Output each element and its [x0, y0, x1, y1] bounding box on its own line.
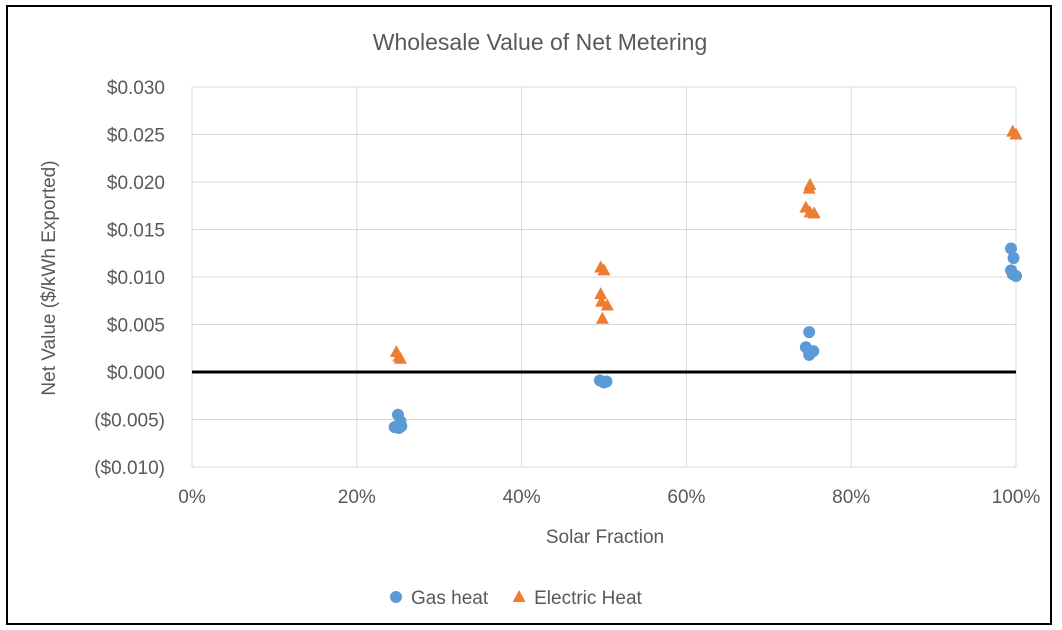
y-tick-label: $0.000 [107, 363, 165, 384]
electric-heat-point [594, 287, 608, 300]
y-tick-label: $0.015 [107, 221, 165, 242]
y-tick-label: $0.030 [107, 78, 165, 99]
legend-gas-heat-marker [390, 591, 402, 603]
gas-heat-point [395, 420, 408, 433]
data-points [388, 124, 1023, 435]
electric-heat-point [600, 298, 614, 311]
electric-heat-point [807, 206, 821, 219]
electric-heat-point [1009, 127, 1023, 140]
electric-heat-point [595, 311, 609, 324]
x-tick-label: 100% [992, 487, 1041, 508]
x-tick-label: 20% [338, 487, 376, 508]
gas-heat-point [1007, 252, 1020, 264]
gas-heat-point [600, 375, 613, 388]
legend-electric-heat-marker [512, 590, 526, 602]
y-tick-label: $0.010 [107, 268, 165, 289]
gas-heat-point [1010, 270, 1022, 283]
y-tick-labels: $0.030 $0.025 $0.020 $0.015 $0.010 $0.005 $0.0… [94, 78, 165, 479]
gas-heat-point [803, 326, 816, 339]
electric-heat-point [393, 351, 407, 364]
x-tick-label: 80% [832, 487, 870, 508]
y-tick-label: $0.005 [107, 316, 165, 337]
electric-heat-point [597, 263, 611, 276]
x-tick-label: 0% [178, 487, 206, 508]
gridlines [191, 86, 1017, 468]
gas-heat-point [803, 348, 816, 361]
chart-title: Wholesale Value of Net Metering [373, 29, 708, 55]
gas-heat-point [1005, 242, 1018, 255]
x-tick-labels: 0% 20% 40% 60% 80% 100% [178, 487, 1040, 508]
y-axis-label: Net Value ($/kWh Exported) [39, 160, 60, 395]
x-tick-label: 60% [667, 487, 705, 508]
legend-gas-heat-label: Gas heat [411, 588, 489, 609]
y-tick-label: ($0.005) [94, 411, 165, 432]
legend-electric-heat-label: Electric Heat [534, 588, 642, 609]
y-tick-label: $0.020 [107, 173, 165, 194]
electric-heat-point [802, 181, 816, 194]
legend: Gas heat Electric Heat [390, 588, 643, 609]
chart-frame [6, 5, 1052, 625]
y-tick-label: $0.025 [107, 126, 165, 147]
y-tick-label: ($0.010) [94, 458, 165, 479]
x-axis-label: Solar Fraction [546, 527, 664, 548]
x-tick-label: 40% [503, 487, 541, 508]
